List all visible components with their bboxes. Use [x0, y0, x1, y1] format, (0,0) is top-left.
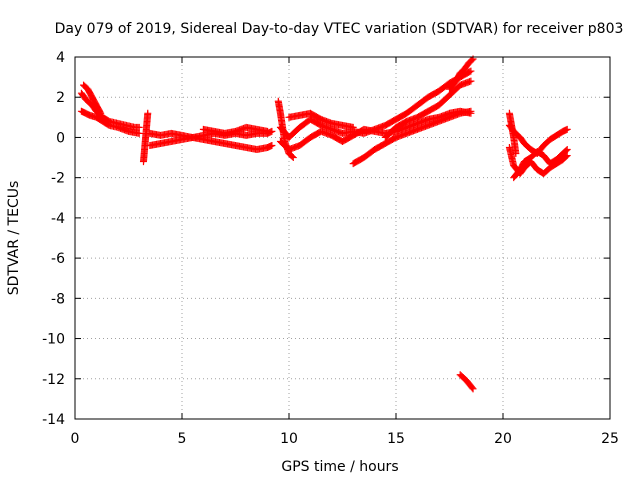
data-point [467, 107, 475, 115]
x-tick-label: 20 [494, 431, 512, 447]
data-point [467, 77, 475, 85]
x-tick-labels: 0 5 10 15 20 25 [71, 431, 619, 447]
data-point [468, 56, 476, 64]
chart-title: Day 079 of 2019, Sidereal Day-to-day VTE… [55, 21, 624, 37]
y-tick-labels: 4 2 0 -2 -4 -6 -8 -10 -12 -14 [42, 50, 65, 428]
x-tick-label: 10 [280, 431, 298, 447]
data-point [289, 154, 297, 162]
data-point [264, 127, 272, 135]
data-point [144, 109, 152, 117]
y-tick-label: -10 [42, 332, 65, 348]
data-point [467, 67, 475, 75]
data-point [563, 125, 571, 133]
data-series-sdtvar [77, 55, 571, 393]
axis-ticks [74, 56, 611, 420]
y-tick-label: -12 [42, 372, 65, 388]
data-point [468, 384, 476, 392]
data-point [288, 153, 296, 161]
data-point [349, 123, 357, 131]
data-point [562, 147, 570, 155]
y-tick-label: 4 [56, 50, 65, 66]
x-tick-label: 5 [178, 431, 187, 447]
y-tick-label: -14 [42, 412, 65, 428]
x-tick-label: 25 [601, 431, 619, 447]
data-point [466, 68, 474, 76]
data-point [135, 123, 143, 131]
x-axis-label: GPS time / hours [281, 459, 398, 475]
x-tick-label: 15 [387, 431, 405, 447]
data-point [563, 152, 571, 160]
y-tick-label: -8 [51, 291, 65, 307]
data-point [562, 153, 570, 161]
x-tick-label: 0 [71, 431, 80, 447]
y-tick-label: 0 [56, 130, 65, 146]
y-tick-label: -2 [51, 171, 65, 187]
plot-frame [74, 56, 611, 420]
data-point [563, 146, 571, 154]
y-axis-label: SDTVAR / TECUs [6, 181, 22, 296]
data-point [469, 385, 477, 393]
grid [75, 57, 610, 419]
y-tick-label: -4 [51, 211, 65, 227]
y-tick-label: -6 [51, 251, 65, 267]
y-tick-label: 2 [56, 90, 65, 106]
data-point [135, 129, 143, 137]
data-point [268, 141, 276, 149]
data-point [97, 109, 105, 117]
data-point [96, 108, 104, 116]
